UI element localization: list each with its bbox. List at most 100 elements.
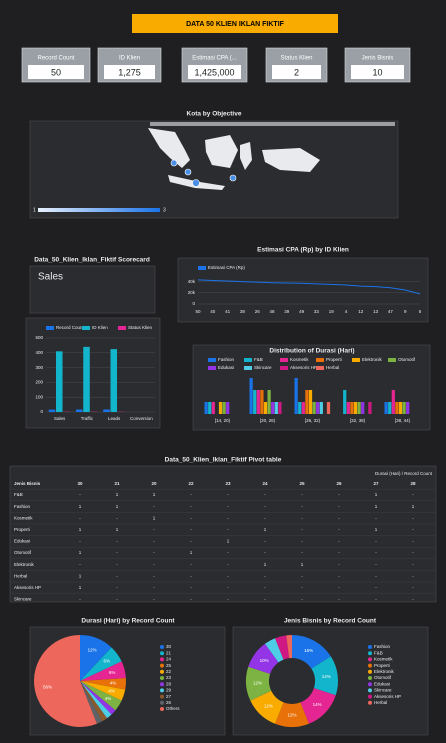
pivot-cell: - <box>301 585 303 590</box>
bar <box>368 402 372 414</box>
pivot-cell: - <box>375 539 377 544</box>
bar <box>343 390 347 414</box>
bar <box>278 402 282 414</box>
legend-label: Skincare <box>374 688 392 693</box>
pivot-cell: - <box>153 527 155 532</box>
pivot-cell: - <box>264 539 266 544</box>
pivot-cell: - <box>116 573 118 578</box>
pivot-cell: F&B <box>14 492 23 497</box>
pivot-cell: - <box>301 527 303 532</box>
bar <box>249 378 253 414</box>
y-tick-label: 300 <box>35 365 43 370</box>
pivot-cell: - <box>264 504 266 509</box>
bar <box>357 402 361 414</box>
bar <box>204 402 208 414</box>
legend-swatch <box>160 694 164 699</box>
legend-label: 26 <box>166 700 172 705</box>
data-label: 6% <box>104 659 111 664</box>
bar <box>83 346 90 412</box>
scorecard-value-box <box>351 65 404 79</box>
bar <box>406 402 410 414</box>
pivot-cell: 1 <box>301 562 304 567</box>
data-label: 12% <box>253 680 262 685</box>
data-label: 12% <box>264 703 273 708</box>
pivot-header: 28 <box>410 481 416 486</box>
legend-label: Skincare <box>254 365 272 370</box>
pivot-cell: - <box>79 539 81 544</box>
pivot-cell: - <box>79 597 81 602</box>
scorecard-label: ID Klien <box>119 56 140 62</box>
pivot-cell: - <box>301 492 303 497</box>
chart-title: Kota by Objective <box>187 111 242 118</box>
pivot-cell: - <box>79 562 81 567</box>
pie-slice <box>300 688 336 724</box>
bar <box>305 390 309 414</box>
x-tick-label: 13 <box>373 309 379 314</box>
bar <box>398 402 403 414</box>
pivot-cell: - <box>227 515 229 520</box>
pivot-header: 27 <box>373 481 379 486</box>
bar <box>361 402 365 414</box>
legend-swatch <box>244 366 252 370</box>
pie-slice <box>80 647 122 681</box>
bar <box>226 402 230 414</box>
bar <box>218 402 223 414</box>
legend-swatch <box>160 676 164 680</box>
x-tick-label: [38, 44) <box>395 418 411 423</box>
pivot-cell: - <box>412 550 414 555</box>
y-tick-label: 100 <box>35 394 43 399</box>
legend-swatch <box>368 682 372 687</box>
legend-label: 30 <box>166 644 172 649</box>
legend-swatch <box>368 676 372 680</box>
pivot-cell: - <box>116 550 118 555</box>
pivot-header: 20 <box>151 481 157 486</box>
pivot-cell: 1 <box>375 492 378 497</box>
bar <box>222 402 226 414</box>
pivot-cell: - <box>338 585 340 590</box>
legend-label: Properti <box>326 357 342 362</box>
pivot-cell: - <box>153 585 155 590</box>
pivot-cell: - <box>116 597 118 602</box>
legend-swatch <box>208 358 216 362</box>
pivot-cell: - <box>375 550 377 555</box>
legend-swatch <box>46 326 54 330</box>
legend-swatch <box>208 366 216 370</box>
pivot-cell: 1 <box>79 573 82 578</box>
pivot-cell: - <box>301 504 303 509</box>
legend-swatch <box>368 669 372 674</box>
chart-title: Distribution of Durasi (Hari) <box>269 348 354 355</box>
legend-label: Otomotif <box>374 675 392 680</box>
pivot-cell: - <box>79 492 81 497</box>
legend-label: Herbal <box>326 365 339 370</box>
pivot-header: 30 <box>77 481 83 486</box>
chart-title: Jenis Bisnis by Record Count <box>284 618 377 625</box>
legend-label: Estimasi CPA (Rp) <box>208 265 245 270</box>
pivot-cell: Otomotif <box>14 550 32 555</box>
data-label: 56% <box>43 684 52 689</box>
pie-slice <box>80 681 122 711</box>
x-tick-label: 26 <box>255 309 261 314</box>
legend-swatch <box>368 688 372 693</box>
legend-label: Herbal <box>374 700 387 705</box>
legend-label: Kosmetik <box>374 657 393 662</box>
legend-label: 28 <box>166 681 172 686</box>
legend-label: 21 <box>166 650 172 655</box>
pivot-header: 22 <box>188 481 194 486</box>
pivot-cell: - <box>190 562 192 567</box>
bar <box>298 402 302 414</box>
scorecard-value: 1,425,000 <box>194 67 234 77</box>
pie-slice <box>275 635 290 660</box>
bar <box>350 402 354 414</box>
pivot-cell: - <box>227 527 229 532</box>
pivot-cell: 1 <box>153 492 156 497</box>
y-tick-label: 0 <box>192 301 195 306</box>
pivot-cell: - <box>153 550 155 555</box>
x-tick-label: 6 <box>419 309 422 314</box>
pivot-cell: - <box>301 550 303 555</box>
scorecard-title: Data_50_Klien_Iklan_Fiktif Scorecard <box>34 257 150 264</box>
bar <box>260 390 264 414</box>
legend-label: Elektronik <box>374 669 395 674</box>
pivot-cell: - <box>338 597 340 602</box>
pivot-cell: - <box>338 562 340 567</box>
